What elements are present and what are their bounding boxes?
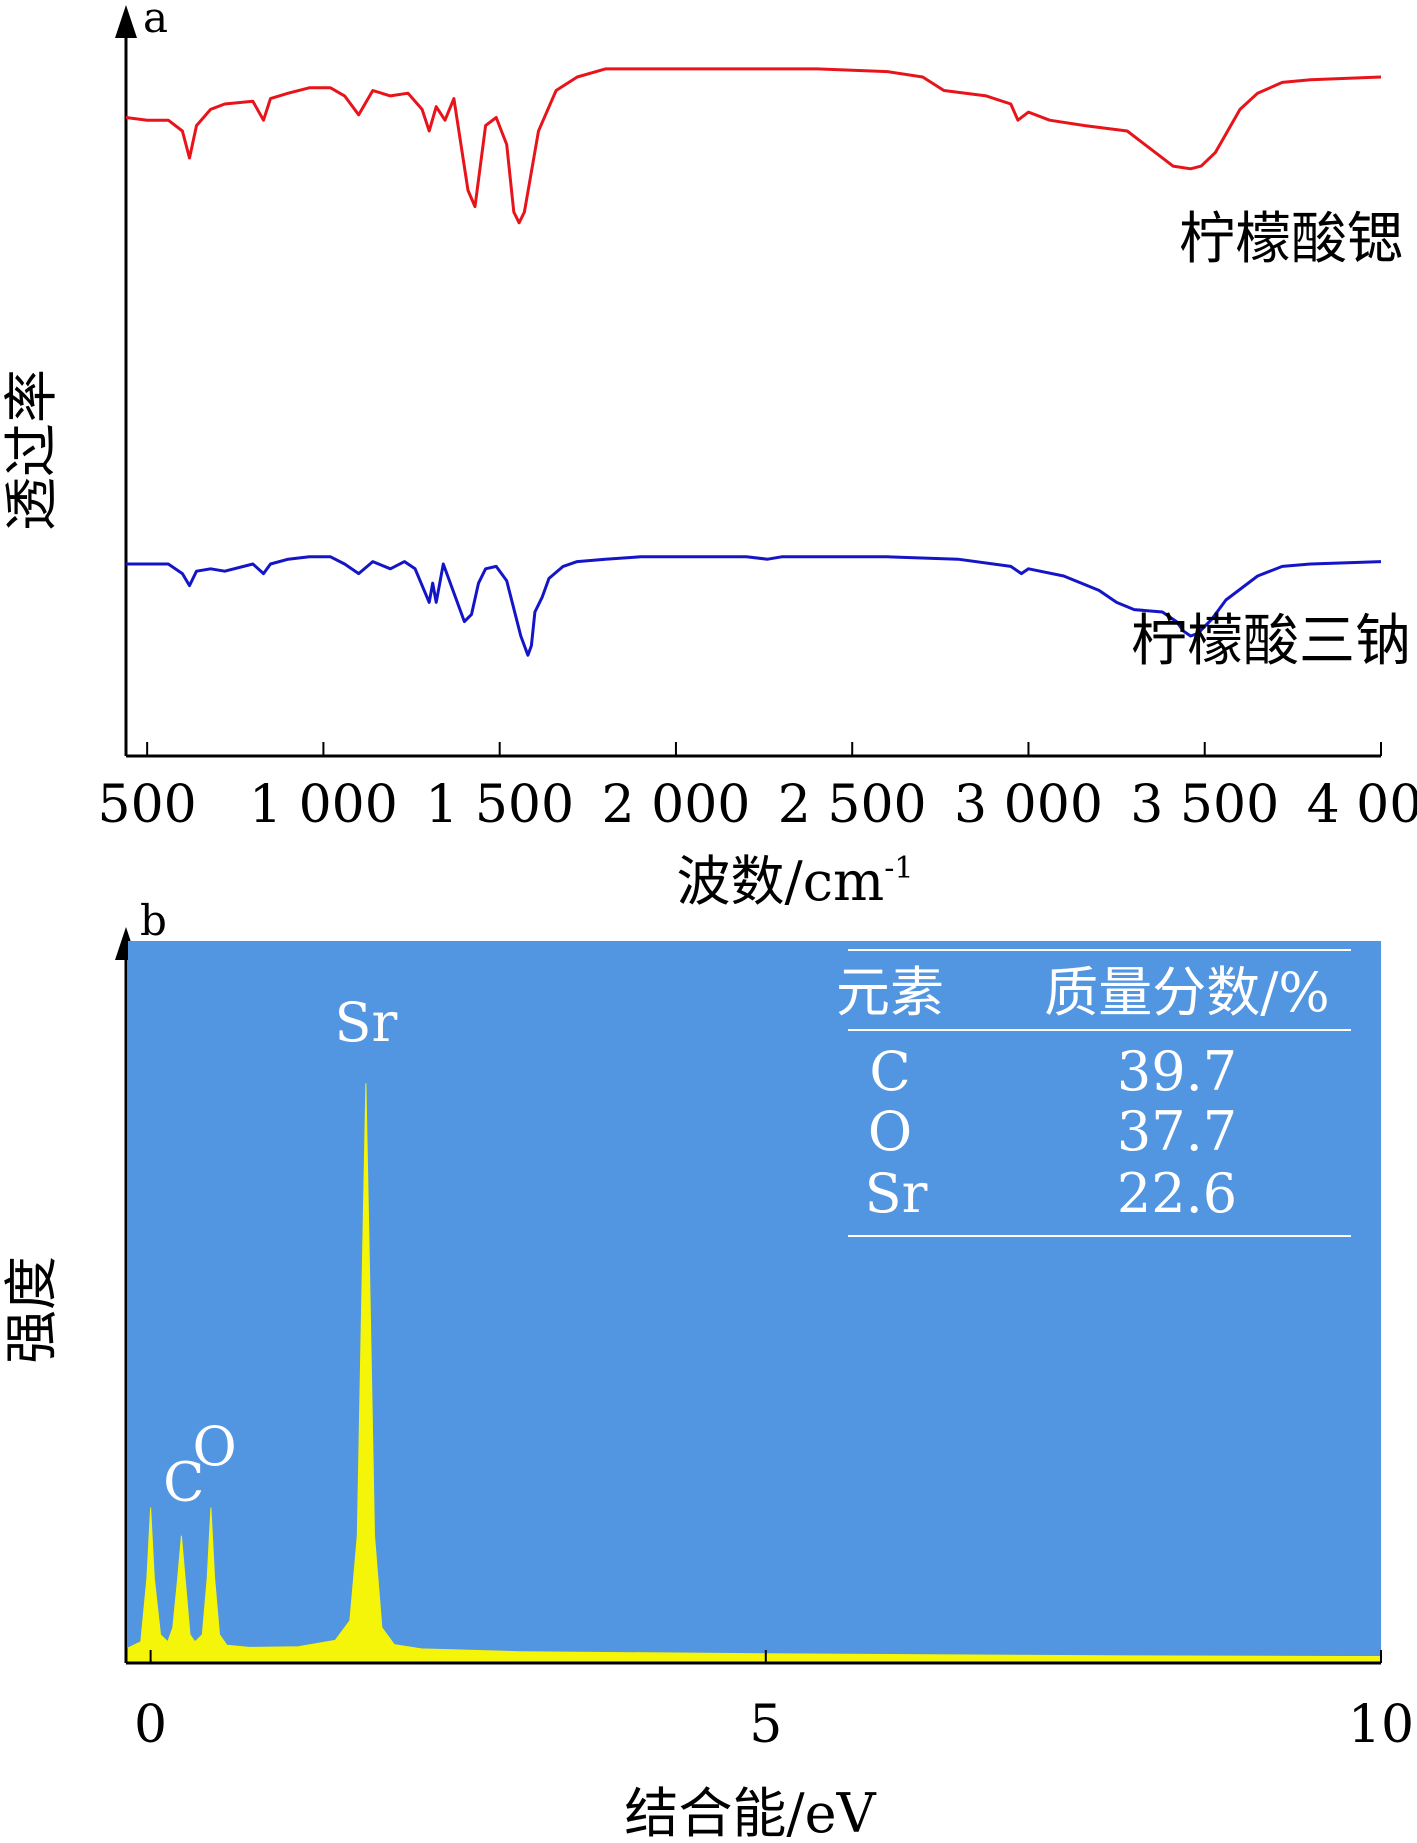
composition-table: 元素 质量分数/% C 39.7 O 37.7 Sr 22.6 <box>836 949 1351 1237</box>
panel-a-x-axis-title-sup: -1 <box>884 851 913 886</box>
x-tick-label: 500 <box>98 775 197 835</box>
table-cell-value: 22.6 <box>1117 1162 1237 1225</box>
table-cell-element: O <box>868 1100 912 1163</box>
table-header-element: 元素 <box>836 961 944 1024</box>
panel-a-label: a <box>143 0 168 42</box>
panel-b-x-axis-title: 结合能/eV <box>624 1782 876 1843</box>
panel-b-plot-background <box>128 941 1381 1656</box>
x-tick-label: 0 <box>134 1695 167 1755</box>
panel-a-y-axis-title: 透过率 <box>0 369 63 531</box>
table-row: Sr 22.6 <box>865 1162 1238 1225</box>
x-tick-label: 3 500 <box>1130 775 1279 835</box>
peak-label-o: O <box>192 1415 236 1478</box>
table-cell-element: Sr <box>865 1162 928 1225</box>
panel-b-y-axis-title: 强度 <box>0 1256 63 1364</box>
series-line-strontium-citrate <box>125 67 1382 225</box>
series-label-strontium-citrate: 柠檬酸锶 <box>1179 207 1403 272</box>
panel-a-x-ticks: 500 1 000 1 500 2 000 2 500 3 000 3 500 4 000 <box>98 742 1417 835</box>
panel-b-label: b <box>140 896 167 945</box>
eds-spectrum-area <box>125 1083 1382 1664</box>
panel-b-peak-labels: Sr OC <box>163 991 397 1514</box>
series-label-trisodium-citrate: 柠檬酸三钠 <box>1131 609 1411 674</box>
table-cell-value: 37.7 <box>1117 1100 1237 1163</box>
x-tick-label: 10 <box>1348 1695 1414 1755</box>
x-tick-label: 5 <box>749 1695 782 1755</box>
peak-label-sr: Sr <box>335 991 398 1054</box>
panel-b-x-ticks: 0 5 10 <box>134 1650 1414 1755</box>
panel-a-x-axis-title-main: 波数/cm <box>677 850 885 913</box>
peak-label-c: C <box>163 1450 204 1513</box>
panel-a-y-arrow <box>115 5 137 38</box>
table-header-mass-fraction: 质量分数/% <box>1044 961 1330 1024</box>
x-tick-label: 3 000 <box>954 775 1103 835</box>
table-row: C 39.7 <box>869 1040 1237 1103</box>
panel-a: a 500 1 000 1 500 2 000 2 500 3 000 3 500 4 000… <box>0 0 1417 913</box>
panel-a-x-axis-title: 波数/cm-1 <box>677 850 914 913</box>
x-tick-label: 4 000 <box>1307 775 1417 835</box>
table-row: O 37.7 <box>868 1100 1237 1163</box>
x-tick-label: 2 000 <box>602 775 751 835</box>
x-tick-label: 1 000 <box>249 775 398 835</box>
table-cell-value: 39.7 <box>1117 1040 1237 1103</box>
table-cell-element: C <box>869 1040 910 1103</box>
panel-a-series-group <box>125 67 1382 657</box>
x-tick-label: 1 500 <box>425 775 574 835</box>
x-tick-label: 2 500 <box>778 775 927 835</box>
series-line-trisodium-citrate <box>126 555 1382 657</box>
panel-b-series-group <box>125 1083 1382 1664</box>
